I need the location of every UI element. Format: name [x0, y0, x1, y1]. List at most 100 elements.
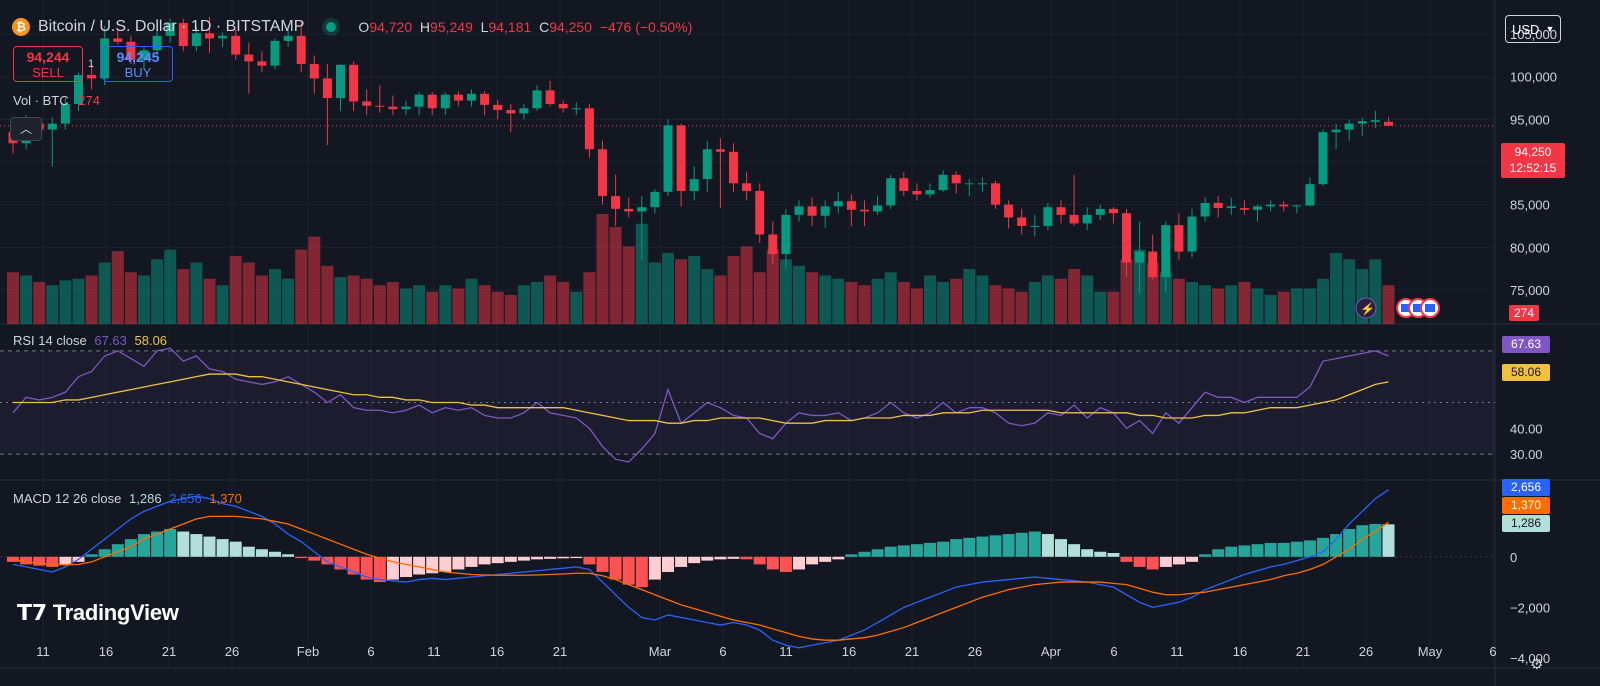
- volume-bar: [242, 262, 255, 324]
- candle-body: [794, 206, 804, 215]
- candle: [611, 174, 621, 226]
- candle: [964, 179, 974, 197]
- volume-bar: [688, 256, 701, 324]
- x-tick-label: 6: [1110, 644, 1117, 659]
- candle: [1318, 129, 1328, 186]
- volume-bar: [491, 291, 504, 324]
- volume-bar: [596, 214, 609, 324]
- macd-histogram-bar: [1107, 553, 1120, 557]
- macd-histogram-bar: [635, 556, 648, 588]
- macd-histogram-bar: [950, 539, 963, 557]
- candle: [873, 196, 883, 215]
- candle: [1082, 207, 1092, 231]
- candle-body: [702, 149, 712, 180]
- candle: [807, 197, 817, 226]
- macd-histogram-bar: [400, 556, 412, 578]
- collapse-legend-button[interactable]: ︿: [10, 117, 42, 141]
- volume-bar: [766, 249, 779, 324]
- sell-button[interactable]: 94,244 SELL: [13, 46, 83, 82]
- rsi-tick-label: 40.00: [1510, 421, 1543, 436]
- x-tick-label: 6: [1489, 644, 1496, 659]
- candle: [191, 25, 201, 52]
- candle-body: [414, 94, 424, 107]
- macd-histogram-bar: [1369, 523, 1382, 557]
- volume-bar: [1094, 291, 1107, 324]
- buy-button[interactable]: 94,245 BUY: [103, 46, 173, 82]
- volume-bar: [1303, 288, 1316, 324]
- y-tick-label: 75,000: [1510, 283, 1550, 298]
- macd-histogram-bar: [347, 556, 360, 575]
- candle: [1239, 200, 1249, 215]
- volume-bar: [465, 278, 478, 324]
- macd-histogram-bar: [714, 556, 727, 560]
- candle-body: [349, 64, 359, 102]
- volume-bar: [216, 285, 229, 324]
- volume-bar: [282, 278, 295, 324]
- candle: [912, 183, 922, 201]
- candle: [1174, 213, 1184, 261]
- volume-bar: [1081, 275, 1094, 324]
- candle: [467, 89, 476, 107]
- macd-line-legend-value: 2,656: [169, 491, 202, 506]
- buy-price: 94,245: [116, 49, 160, 65]
- candle: [401, 100, 411, 116]
- candle: [309, 55, 319, 94]
- volume-bar: [33, 281, 46, 324]
- volume-bar: [1330, 252, 1343, 324]
- volume-bar: [635, 223, 648, 324]
- macd-histogram-bar: [1251, 544, 1264, 557]
- currency-selector[interactable]: USD ▼: [1505, 15, 1561, 43]
- volume-bar: [20, 275, 33, 324]
- candle: [519, 104, 529, 120]
- candle-body: [1344, 123, 1354, 130]
- candle: [60, 98, 70, 130]
- candle-body: [1069, 214, 1079, 224]
- macd-legend[interactable]: MACD 12 26 close 1,286 2,656 1,370: [13, 491, 242, 506]
- macd-histogram-bar: [544, 556, 557, 559]
- volume-bar: [779, 259, 792, 324]
- volume-bar: [989, 285, 1002, 324]
- y-tick-label: 85,000: [1510, 198, 1550, 213]
- candle: [663, 119, 673, 197]
- macd-histogram-bar: [1290, 541, 1303, 557]
- macd-histogram-bar: [1212, 549, 1225, 557]
- volume-bar: [544, 275, 557, 324]
- candle-body: [1305, 184, 1315, 206]
- x-tick-label: Mar: [649, 644, 672, 659]
- candle-body: [676, 125, 686, 191]
- volume-bar: [321, 265, 334, 324]
- macd-histogram-bar: [151, 531, 164, 557]
- volume-price-label: 274: [1509, 305, 1539, 321]
- candle: [1357, 117, 1367, 137]
- macd-histogram-bar: [910, 544, 923, 557]
- rsi-legend[interactable]: RSI 14 close 67.63 58.06: [13, 333, 167, 348]
- candle-body: [964, 183, 974, 185]
- macd-histogram-bar: [46, 556, 59, 567]
- volume-bar: [413, 285, 426, 324]
- volume-bar: [439, 285, 452, 324]
- candle-body: [598, 149, 607, 197]
- y-tick-label: 95,000: [1510, 112, 1550, 127]
- symbol-title[interactable]: Bitcoin / U.S. Dollar · 1D · BITSTAMP: [38, 18, 305, 35]
- macd-histogram-bar: [1002, 534, 1015, 557]
- candle-body: [519, 108, 529, 114]
- volume-bar: [111, 251, 124, 324]
- volume-bar: [963, 269, 976, 324]
- macd-histogram-bar: [845, 554, 858, 557]
- macd-histogram-bar: [871, 549, 884, 557]
- volume-legend[interactable]: Vol · BTC 274: [13, 93, 100, 108]
- candle: [375, 85, 385, 113]
- macd-tick-label: −2,000: [1510, 600, 1550, 615]
- candle: [729, 143, 738, 192]
- tradingview-logo[interactable]: 𝗧𝟳 TradingView: [17, 600, 179, 625]
- candle: [925, 183, 935, 198]
- candle-body: [427, 94, 437, 109]
- candle: [1017, 208, 1027, 235]
- macd-histogram-bar: [1186, 556, 1198, 562]
- candle: [558, 100, 568, 113]
- candle-body: [231, 35, 241, 55]
- gear-icon[interactable]: ⚙: [1530, 656, 1544, 673]
- macd-histogram-bar: [1055, 539, 1067, 557]
- macd-histogram-bar: [662, 556, 674, 572]
